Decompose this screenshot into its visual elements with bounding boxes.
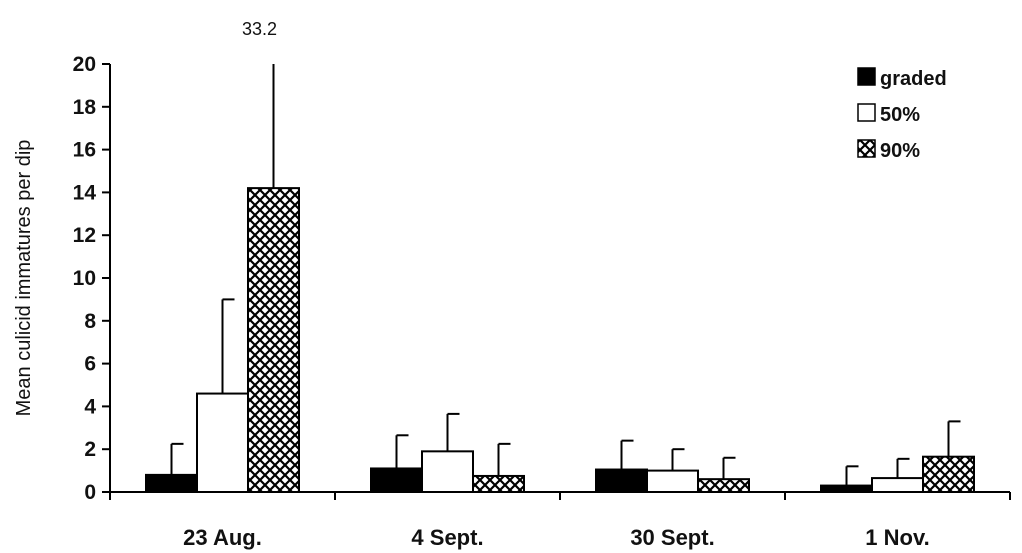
x-tick-label: 1 Nov. [865,525,929,550]
bars [145,187,975,494]
bar [421,450,474,493]
bar [922,455,975,494]
legend-label: 50% [880,104,920,126]
error-bars [170,64,961,486]
bar [145,473,198,494]
y-axis-title: Mean culicid immatures per dip [13,140,35,417]
bar [247,187,300,493]
y-tick-label: 2 [84,438,96,461]
y-tick-label: 0 [84,481,96,504]
y-tick-label: 20 [73,53,96,76]
x-axis: 23 Aug. 4 Sept. 30 Sept. 1 Nov. [109,491,1011,550]
bar [595,468,648,493]
bar [871,477,924,493]
y-tick-label: 8 [84,310,96,333]
legend-label: graded [880,68,947,90]
legend-swatch [857,139,876,158]
x-tick-label: 23 Aug. [183,525,262,550]
legend-swatch [857,103,876,122]
annotation-label: 33.2 [242,19,277,39]
y-tick-label: 14 [73,181,97,204]
legend: graded 50% 90% [857,67,947,162]
bar [370,467,423,493]
y-tick-label: 4 [84,395,96,418]
annotations: 33.2 [242,19,277,39]
bar [820,484,873,493]
y-tick-label: 18 [73,96,97,119]
y-tick-label: 10 [73,267,96,290]
y-axis-label: Mean culicid immatures per dip [13,140,35,417]
legend-label: 90% [880,140,920,162]
x-tick-label: 30 Sept. [630,525,714,550]
legend-swatch [857,67,876,86]
bar [697,478,750,494]
bar [472,474,525,494]
y-axis: 0 2 4 6 8 10 12 14 16 18 20 [73,53,111,504]
x-tick-label: 4 Sept. [411,525,483,550]
y-tick-label: 6 [84,353,96,376]
bar [196,392,249,493]
y-tick-label: 16 [73,139,96,162]
y-tick-label: 12 [73,224,96,247]
bar [646,469,699,494]
